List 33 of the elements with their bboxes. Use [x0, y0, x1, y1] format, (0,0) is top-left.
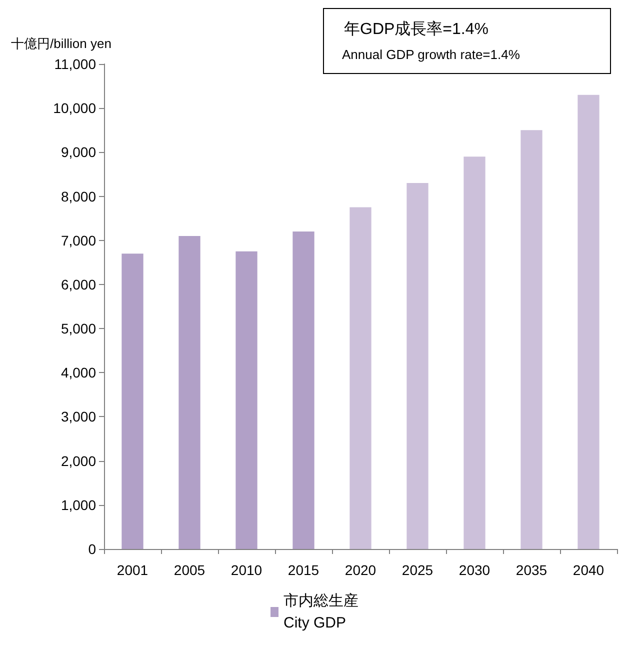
bar — [520, 130, 542, 549]
y-tick-label: 11,000 — [54, 56, 96, 72]
legend-label: 市内総生産 City GDP — [284, 592, 358, 632]
bar — [406, 183, 428, 549]
x-tick-label: 2035 — [516, 562, 548, 578]
bar — [122, 254, 144, 549]
y-tick-label: 9,000 — [60, 144, 96, 160]
y-tick-label: 1,000 — [60, 496, 96, 513]
x-tick-label: 2030 — [458, 562, 490, 578]
x-tick-label: 2010 — [230, 562, 262, 578]
y-tick-label: 5,000 — [60, 320, 96, 337]
bar — [464, 156, 486, 549]
y-tick-label: 0 — [88, 541, 96, 557]
y-tick-label: 6,000 — [60, 276, 96, 292]
x-tick-label: 2005 — [174, 562, 206, 578]
x-tick-label: 2020 — [344, 562, 376, 578]
x-tick-label: 2040 — [572, 562, 604, 578]
bar — [292, 232, 314, 549]
y-tick-label: 7,000 — [60, 232, 96, 248]
y-axis-title: 十億円/billion yen — [11, 36, 112, 51]
bar — [578, 94, 600, 549]
y-tick-label: 4,000 — [60, 364, 96, 381]
x-tick-label: 2001 — [116, 562, 148, 578]
x-tick-label: 2015 — [288, 562, 320, 578]
y-tick-label: 10,000 — [53, 100, 96, 116]
bar — [178, 236, 200, 549]
y-tick-label: 8,000 — [60, 188, 96, 204]
x-tick-label: 2025 — [402, 562, 434, 578]
bar — [350, 207, 372, 549]
bar — [236, 251, 258, 549]
note-box: 年GDP成長率=1.4% Annual GDP growth rate=1.4% — [323, 8, 611, 74]
y-tick-label: 3,000 — [60, 408, 96, 425]
y-tick-label: 2,000 — [60, 452, 96, 469]
